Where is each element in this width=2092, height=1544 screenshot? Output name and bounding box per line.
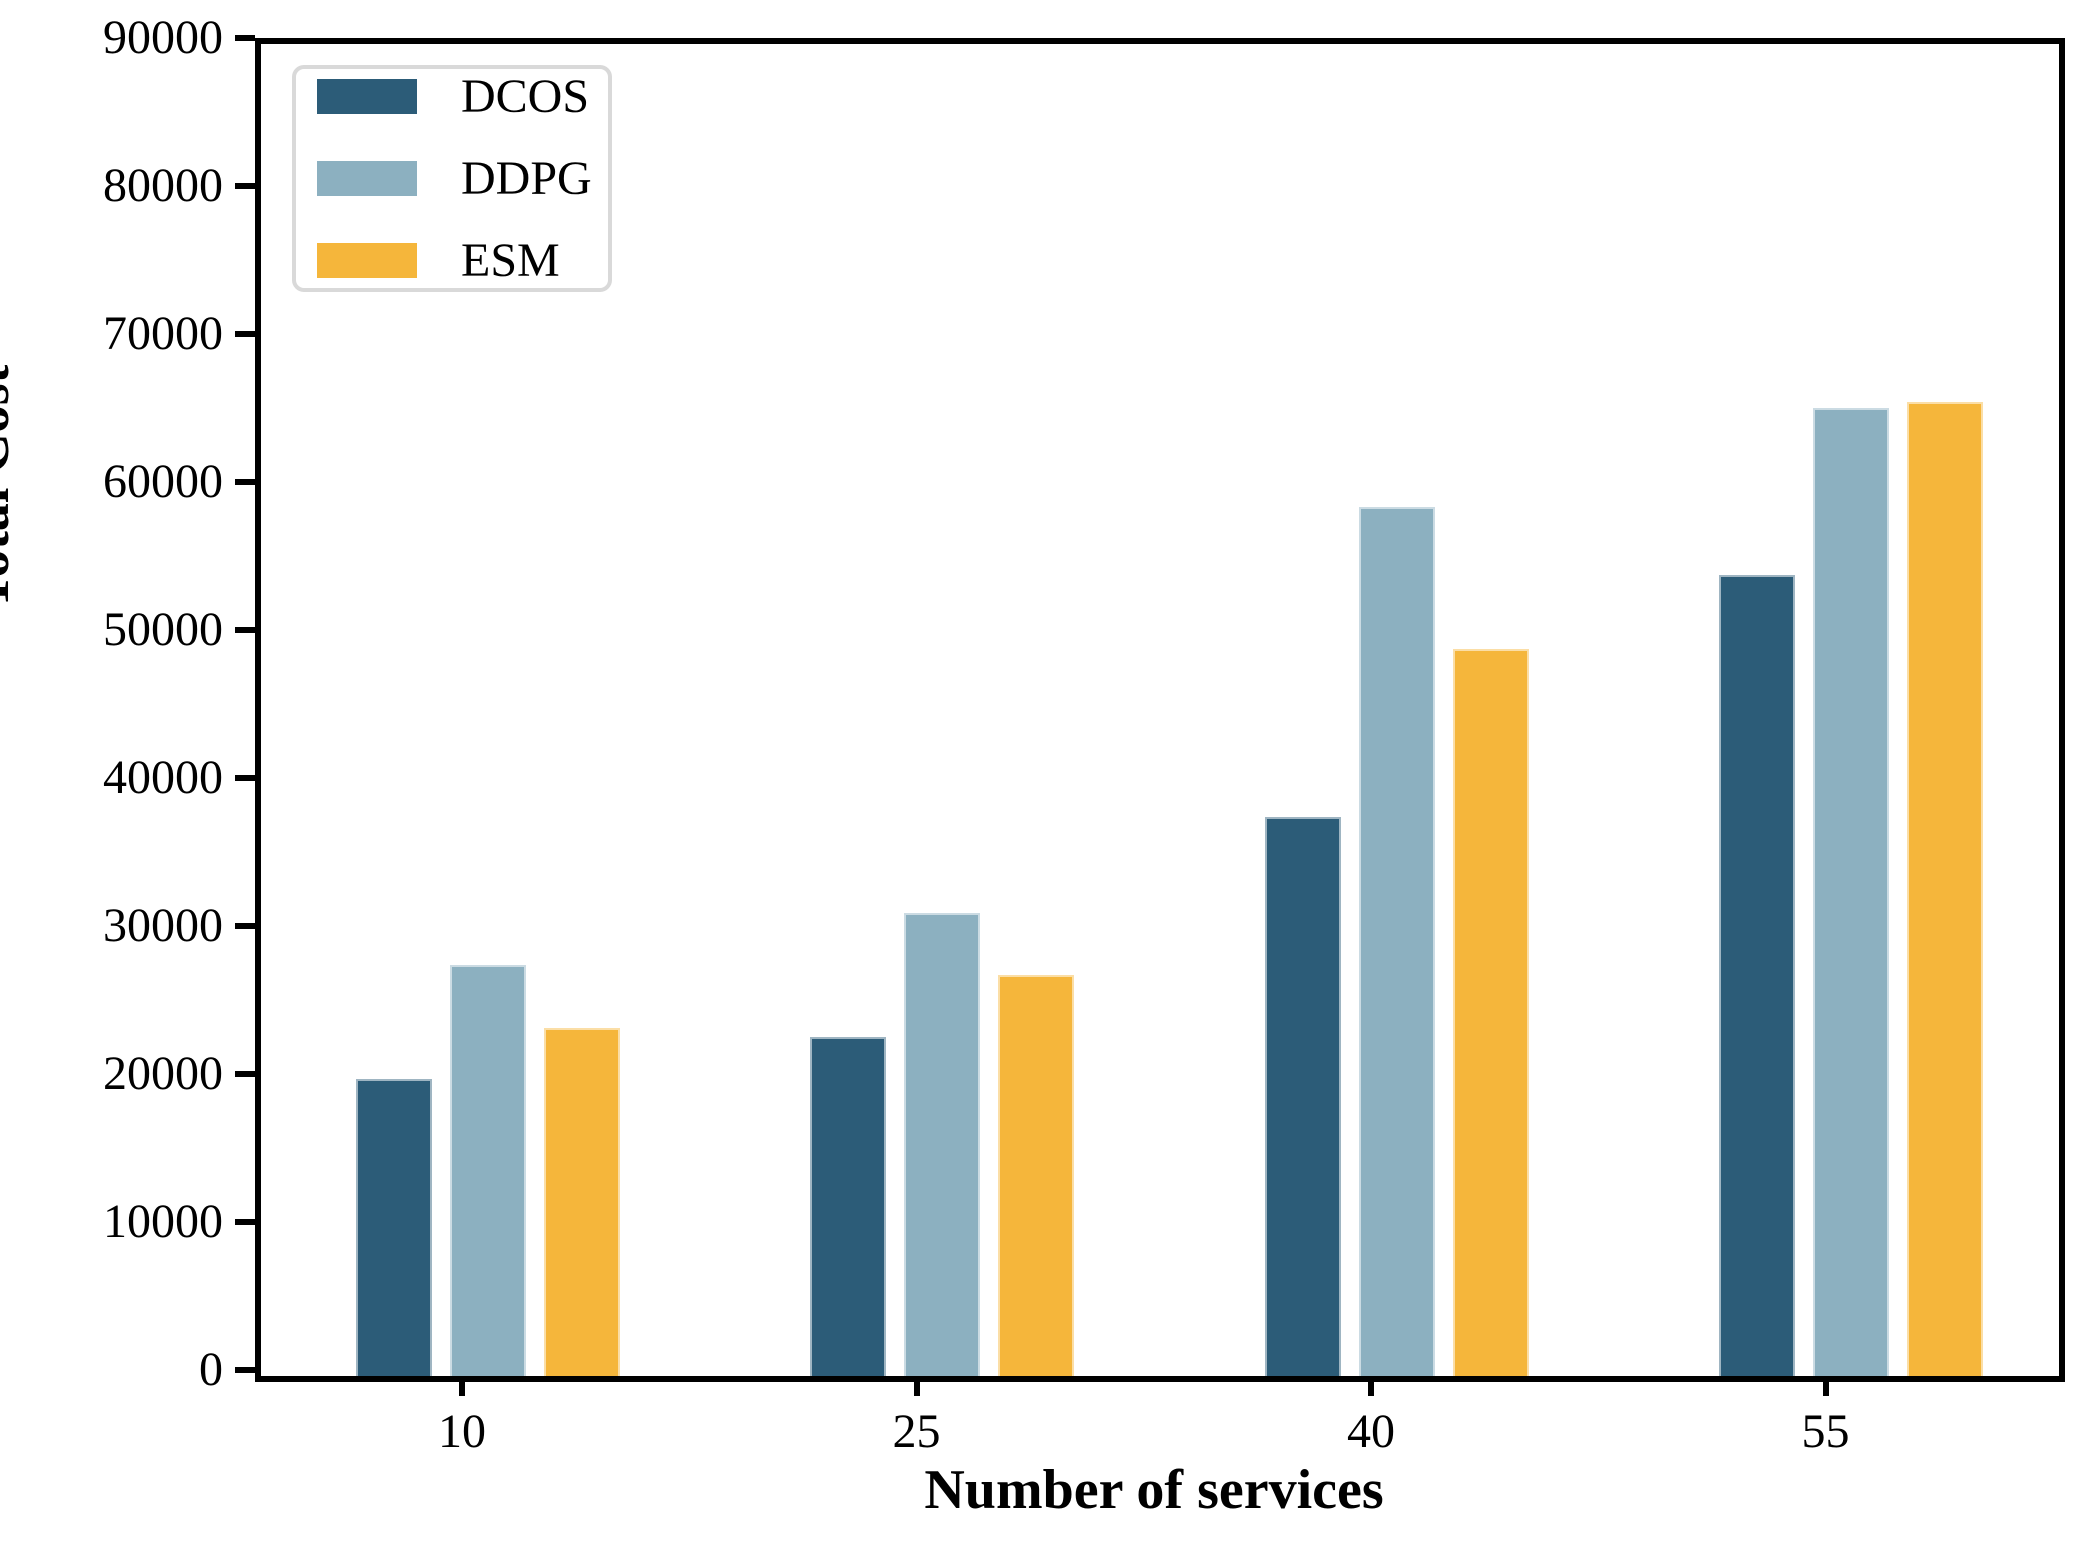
legend-label-esm: ESM: [461, 233, 560, 287]
y-tick-mark: [235, 923, 255, 929]
legend: DCOS DDPG ESM: [292, 65, 612, 292]
y-axis-label: Total Cost: [0, 364, 21, 610]
y-tick-label: 10000: [103, 1195, 223, 1248]
bar-dcos-10: [355, 1079, 432, 1376]
bar-dcos-40: [1264, 817, 1341, 1376]
y-tick-label: 30000: [103, 899, 223, 952]
y-tick-mark: [235, 627, 255, 633]
bar-dcos-55: [1719, 575, 1795, 1376]
y-tick-mark: [235, 183, 255, 189]
x-tick-label: 55: [1801, 1405, 1850, 1458]
y-tick-label: 20000: [103, 1047, 223, 1100]
bar-dcos-25: [810, 1037, 886, 1376]
legend-swatch-ddpg: [317, 161, 417, 196]
y-tick-mark: [235, 331, 255, 337]
bar-ddpg-25: [904, 913, 980, 1376]
x-tick-label: 25: [892, 1405, 941, 1458]
legend-label-dcos: DCOS: [461, 69, 590, 123]
bar-esm-10: [543, 1028, 620, 1376]
y-tick-mark: [235, 1071, 255, 1077]
legend-swatch-dcos: [317, 79, 417, 114]
y-tick-label: 40000: [103, 751, 223, 804]
y-tick-label: 80000: [103, 159, 223, 212]
legend-label-ddpg: DDPG: [461, 151, 592, 205]
bar-ddpg-40: [1358, 507, 1435, 1376]
bar-esm-25: [998, 975, 1074, 1376]
y-tick-mark: [235, 479, 255, 485]
y-tick-mark: [235, 35, 255, 41]
legend-item-ddpg: DDPG: [317, 151, 608, 205]
y-tick-label: 90000: [103, 11, 223, 64]
x-tick-label: 40: [1347, 1405, 1395, 1458]
bar-ddpg-55: [1813, 408, 1889, 1376]
x-axis-label: Number of services: [924, 1459, 1384, 1521]
x-tick-mark: [1368, 1376, 1374, 1396]
legend-item-esm: ESM: [317, 233, 608, 287]
x-tick-mark: [1822, 1376, 1829, 1396]
y-tick-label: 0: [199, 1343, 223, 1396]
x-tick-mark: [459, 1376, 465, 1396]
y-tick-mark: [235, 775, 255, 781]
bar-esm-55: [1907, 402, 1983, 1376]
legend-swatch-esm: [317, 243, 417, 278]
plot-area: [255, 38, 2065, 1382]
y-tick-label: 70000: [103, 307, 223, 360]
y-tick-mark: [235, 1219, 255, 1225]
y-tick-mark: [235, 1367, 255, 1373]
y-tick-label: 60000: [103, 455, 223, 508]
y-tick-label: 50000: [103, 603, 223, 656]
legend-item-dcos: DCOS: [317, 69, 608, 123]
x-tick-mark: [913, 1376, 920, 1396]
bar-esm-40: [1452, 649, 1529, 1376]
x-tick-label: 10: [438, 1405, 486, 1458]
bar-ddpg-10: [449, 965, 526, 1376]
